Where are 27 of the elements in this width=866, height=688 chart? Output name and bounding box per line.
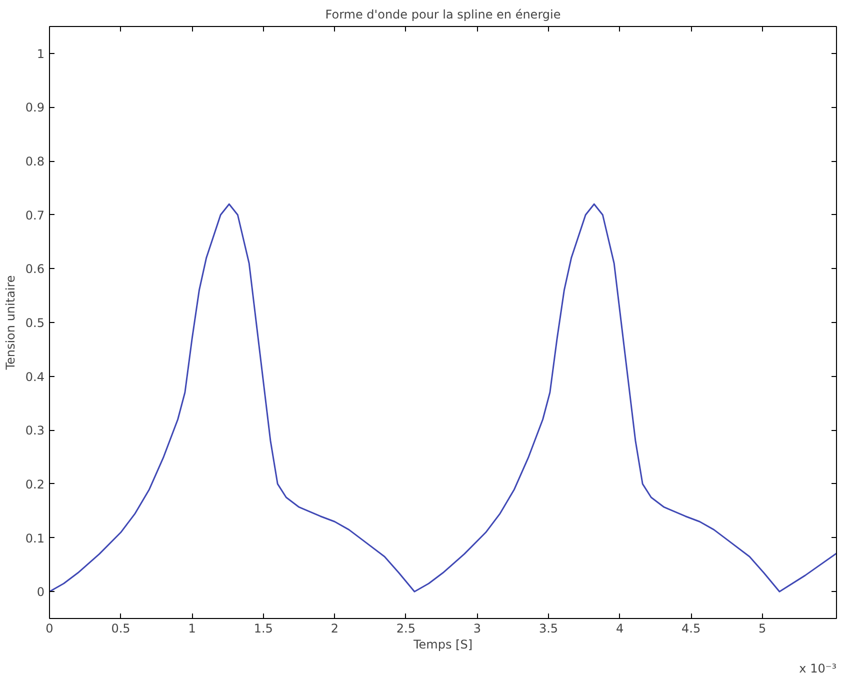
y-tick-label: 0.7 xyxy=(25,208,45,222)
x-tick-label: 4 xyxy=(616,622,624,636)
line-series xyxy=(50,203,836,592)
x-tick-label: 5 xyxy=(758,622,766,636)
x-tick-label: 2 xyxy=(330,622,338,636)
x-tick-label: 2.5 xyxy=(396,622,416,636)
y-axis-title: Tension unitaire xyxy=(3,275,18,371)
chart-title: Forme d'onde pour la spline en énergie xyxy=(325,8,561,22)
text: x 10⁻³ xyxy=(799,662,837,676)
x-tick-label: 1 xyxy=(188,622,196,636)
x-axis-title: Temps [S] xyxy=(412,638,473,652)
x-tick-label: 0.5 xyxy=(111,622,130,636)
x-tick-label: 1.5 xyxy=(254,622,273,636)
x-tick-label: 3 xyxy=(473,622,482,636)
y-tick-label: 1 xyxy=(36,46,45,61)
y-tick-label: 0.9 xyxy=(25,100,45,115)
y-tick-label: 0.5 xyxy=(25,316,45,330)
y-tick-label: 0.4 xyxy=(25,370,45,384)
y-tick-label: 0.8 xyxy=(25,154,45,169)
y-tick-label: 0.1 xyxy=(25,531,45,546)
y-tick-label: 0.3 xyxy=(25,424,45,438)
y-tick-label: 0.6 xyxy=(25,262,45,276)
y-tick-label: 0.2 xyxy=(25,477,45,492)
x-tick-label: 3.5 xyxy=(538,622,558,636)
x-tick-label: 0 xyxy=(46,622,54,636)
y-tick-label: 0 xyxy=(36,585,45,600)
x-tick-label: 4.5 xyxy=(682,622,701,636)
